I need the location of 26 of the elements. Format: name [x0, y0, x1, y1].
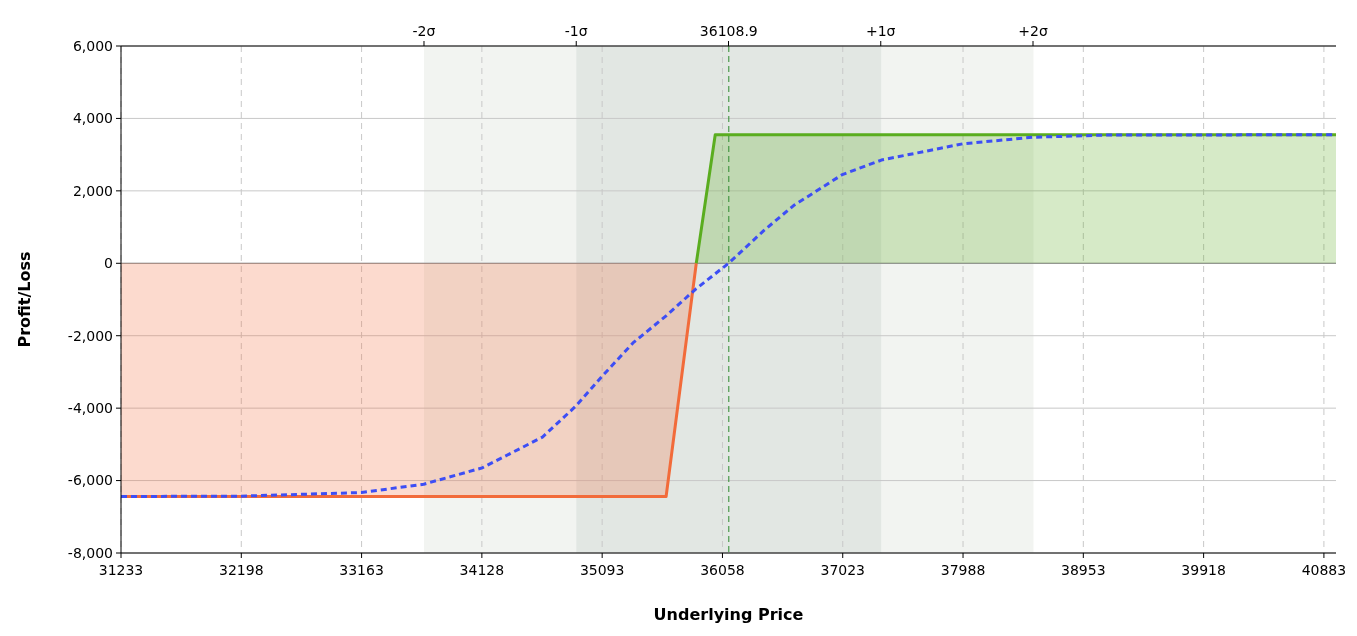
- x2-tick-label: -1σ: [564, 23, 588, 39]
- y-tick-label: 0: [104, 255, 113, 272]
- y-tick-label: 2,000: [72, 182, 113, 199]
- x-tick-label: 38953: [1061, 562, 1106, 578]
- x-tick-label: 37988: [940, 562, 986, 578]
- x-tick-label: 37023: [820, 562, 866, 578]
- x-tick-label: 31233: [98, 562, 144, 578]
- y-tick-label: -4,000: [67, 400, 113, 417]
- x-tick-label: 33163: [339, 562, 384, 578]
- x2-tick-label: +1σ: [866, 23, 896, 39]
- x-tick-label: 39918: [1181, 562, 1226, 578]
- ref-line-label: 36108.9: [699, 23, 758, 39]
- x-tick-label: 40883: [1301, 562, 1347, 578]
- x-tick-label: 32198: [219, 562, 264, 578]
- y-tick-label: 6,000: [72, 37, 113, 54]
- x2-tick-label: -2σ: [412, 23, 436, 39]
- y-tick-label: -2,000: [67, 327, 113, 344]
- x-tick-label: 36058: [700, 562, 745, 578]
- x2-tick-label: +2σ: [1018, 23, 1048, 39]
- x-tick-label: 35093: [579, 562, 625, 578]
- y-tick-label: -8,000: [67, 544, 113, 561]
- x-axis-title: Underlying Price: [653, 605, 804, 624]
- y-tick-label: 4,000: [72, 110, 113, 127]
- y-axis-title: Profit/Loss: [15, 251, 34, 348]
- x-tick-label: 34128: [459, 562, 505, 578]
- y-tick-label: -6,000: [67, 472, 113, 489]
